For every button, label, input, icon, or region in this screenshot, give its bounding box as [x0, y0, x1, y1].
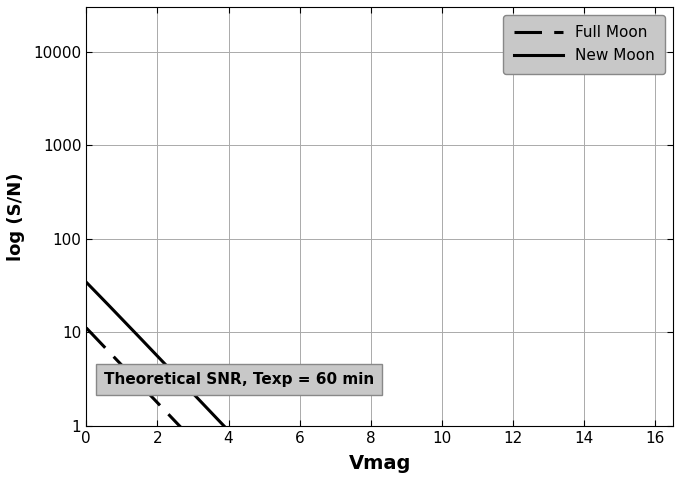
X-axis label: Vmag: Vmag — [348, 454, 411, 473]
Full Moon — [84, 326, 92, 332]
Full Moon — [137, 383, 145, 388]
Full Moon — [82, 325, 90, 331]
New Moon — [183, 384, 191, 390]
Line: Full Moon: Full Moon — [86, 328, 188, 435]
New Moon — [143, 342, 151, 348]
Full Moon — [157, 404, 165, 410]
Y-axis label: log (S/N): log (S/N) — [7, 172, 25, 261]
Text: Theoretical SNR, Texp = 60 min: Theoretical SNR, Texp = 60 min — [104, 372, 374, 387]
New Moon — [82, 279, 90, 285]
New Moon — [222, 426, 231, 432]
Full Moon — [149, 396, 157, 401]
New Moon — [106, 304, 114, 310]
New Moon — [167, 367, 175, 373]
New Moon — [141, 340, 149, 346]
Legend: Full Moon, New Moon: Full Moon, New Moon — [503, 14, 666, 73]
Full Moon — [92, 336, 101, 342]
Line: New Moon: New Moon — [86, 282, 233, 435]
New Moon — [228, 432, 237, 438]
Full Moon — [184, 432, 192, 438]
Full Moon — [86, 329, 95, 335]
